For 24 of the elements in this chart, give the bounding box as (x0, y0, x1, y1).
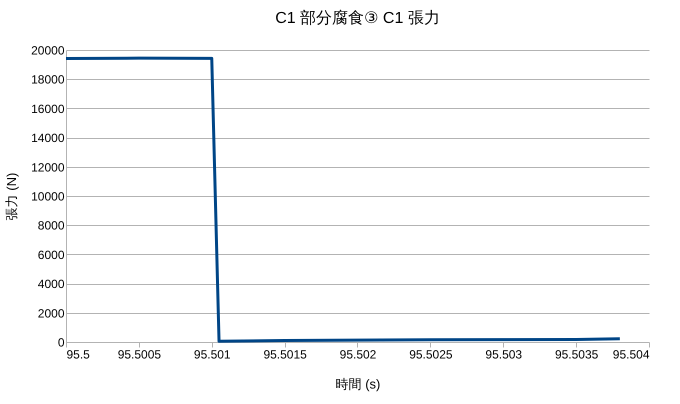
chart-title: C1 部分腐食③ C1 張力 (275, 9, 440, 27)
y-tick-label: 14000 (31, 131, 65, 146)
x-tick-label: 95.503 (485, 348, 522, 362)
x-tick-label: 95.5 (66, 348, 90, 362)
y-tick-label: 16000 (31, 102, 65, 116)
x-axis-title: 時間 (s) (336, 376, 380, 392)
y-tick-label: 8000 (38, 218, 65, 233)
x-tick-label: 95.501 (194, 348, 231, 362)
y-axis-title: 張力 (N) (4, 172, 20, 220)
y-tick-label: 20000 (31, 44, 65, 58)
y-tick-label: 10000 (31, 190, 65, 204)
y-tick-label: 18000 (31, 72, 65, 87)
y-tick-label: 4000 (38, 277, 65, 292)
x-tick-label: 95.5005 (118, 348, 162, 362)
x-tick-label: 95.5015 (263, 348, 308, 362)
line-series (64, 56, 622, 343)
x-tick-label: 95.504 (612, 348, 650, 362)
x-tick-label: 95.502 (340, 348, 377, 362)
y-tick-label: 2000 (38, 306, 65, 320)
y-tick-label: 6000 (38, 248, 65, 262)
x-tick-label: 95.5035 (554, 348, 599, 362)
x-tick-label: 95.5025 (409, 348, 453, 362)
y-tick-label: 0 (58, 336, 65, 350)
y-tick-label: 12000 (31, 160, 65, 174)
